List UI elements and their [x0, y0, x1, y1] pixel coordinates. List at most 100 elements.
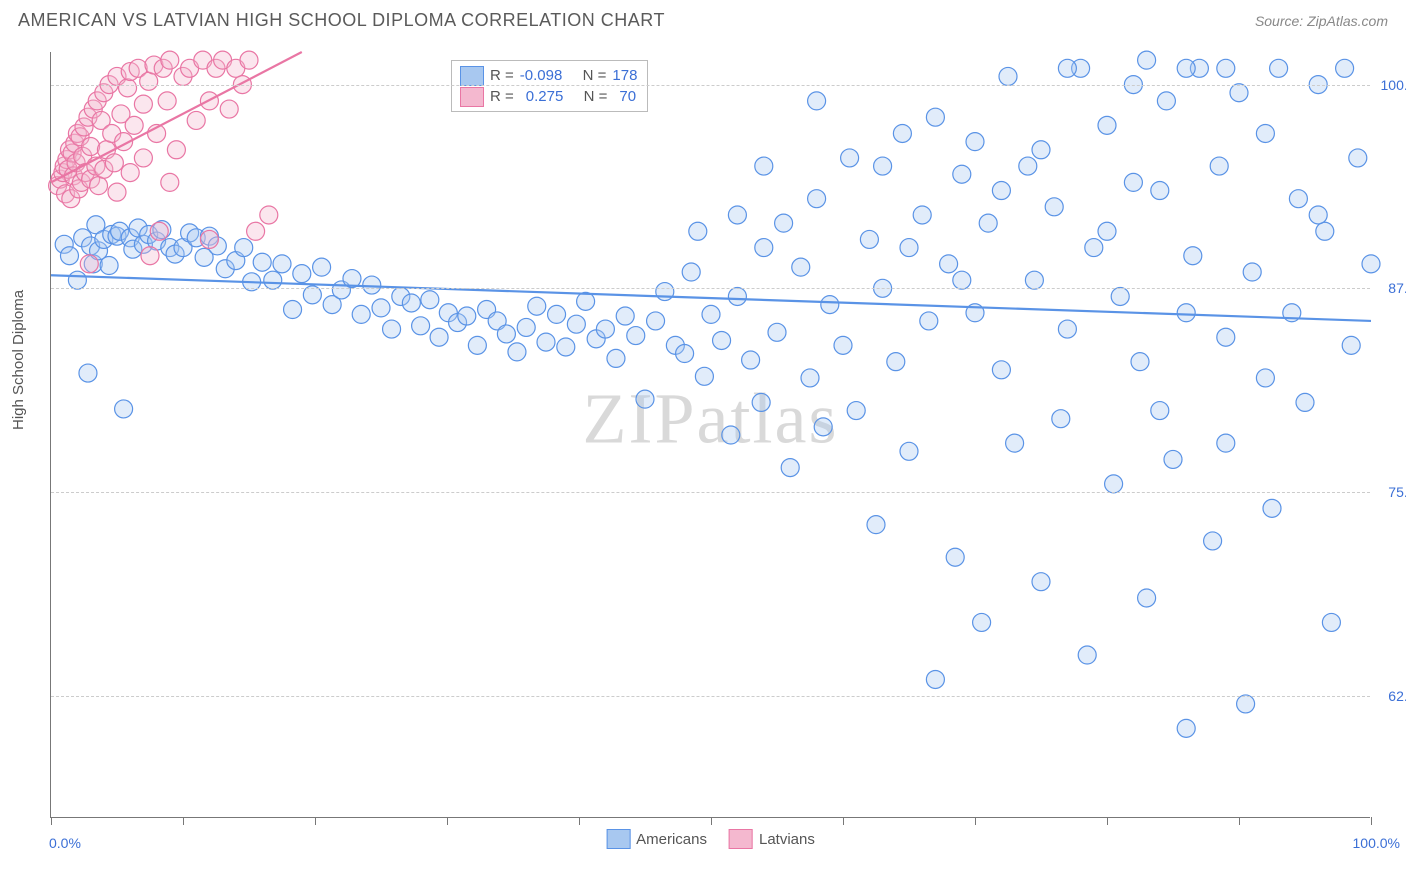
data-point: [992, 182, 1010, 200]
data-point: [1131, 353, 1149, 371]
data-point: [79, 364, 97, 382]
xtick: [447, 817, 448, 825]
n-label: N =: [584, 86, 608, 107]
xtick: [51, 817, 52, 825]
data-point: [616, 307, 634, 325]
data-point: [412, 317, 430, 335]
xtick: [183, 817, 184, 825]
data-point: [953, 271, 971, 289]
chart-title: AMERICAN VS LATVIAN HIGH SCHOOL DIPLOMA …: [18, 10, 665, 31]
swatch-icon: [606, 829, 630, 849]
data-point: [775, 214, 793, 232]
data-point: [402, 294, 420, 312]
data-point: [841, 149, 859, 167]
data-point: [1058, 59, 1076, 77]
data-point: [752, 393, 770, 411]
data-point: [260, 206, 278, 224]
data-point: [992, 361, 1010, 379]
data-point: [1349, 149, 1367, 167]
data-point: [1217, 434, 1235, 452]
data-point: [940, 255, 958, 273]
data-point: [421, 291, 439, 309]
legend-row-americans: R = -0.098 N = 178: [460, 65, 637, 86]
data-point: [1138, 589, 1156, 607]
data-point: [627, 327, 645, 345]
data-point: [383, 320, 401, 338]
data-point: [808, 92, 826, 110]
ytick-label: 87.5%: [1388, 280, 1406, 296]
chart-source: Source: ZipAtlas.com: [1255, 13, 1388, 29]
data-point: [1322, 613, 1340, 631]
data-point: [1151, 402, 1169, 420]
data-point: [528, 297, 546, 315]
data-point: [150, 222, 168, 240]
swatch-icon: [460, 66, 484, 86]
gridline: [51, 492, 1370, 493]
data-point: [567, 315, 585, 333]
data-point: [1138, 51, 1156, 69]
data-point: [82, 138, 100, 156]
data-point: [430, 328, 448, 346]
data-point: [161, 173, 179, 191]
legend-item-latvians: Latvians: [729, 829, 815, 849]
data-point: [834, 336, 852, 354]
data-point: [1316, 222, 1334, 240]
data-point: [134, 149, 152, 167]
data-point: [953, 165, 971, 183]
xtick: [1107, 817, 1108, 825]
data-point: [1289, 190, 1307, 208]
data-point: [893, 124, 911, 142]
xtick: [1371, 817, 1372, 825]
gridline: [51, 288, 1370, 289]
swatch-icon: [460, 87, 484, 107]
xtick-label: 100.0%: [1353, 835, 1400, 851]
data-point: [1309, 206, 1327, 224]
data-point: [728, 206, 746, 224]
gridline: [51, 85, 1370, 86]
data-point: [1217, 59, 1235, 77]
data-point: [158, 92, 176, 110]
data-point: [273, 255, 291, 273]
data-point: [108, 183, 126, 201]
data-point: [596, 320, 614, 338]
data-point: [235, 239, 253, 257]
data-point: [372, 299, 390, 317]
data-point: [1078, 646, 1096, 664]
data-point: [1032, 141, 1050, 159]
data-point: [1157, 92, 1175, 110]
data-point: [105, 154, 123, 172]
data-point: [1362, 255, 1380, 273]
n-value-latvians: 70: [613, 86, 636, 107]
data-point: [920, 312, 938, 330]
legend-row-latvians: R = 0.275 N = 70: [460, 86, 637, 107]
data-point: [792, 258, 810, 276]
data-point: [946, 548, 964, 566]
data-point: [647, 312, 665, 330]
data-point: [121, 164, 139, 182]
xtick: [1239, 817, 1240, 825]
data-point: [1256, 124, 1274, 142]
data-point: [1177, 304, 1195, 322]
r-value-latvians: 0.275: [520, 86, 564, 107]
data-point: [508, 343, 526, 361]
data-point: [682, 263, 700, 281]
xtick-label: 0.0%: [49, 835, 81, 851]
xtick: [711, 817, 712, 825]
data-point: [900, 239, 918, 257]
data-point: [900, 442, 918, 460]
data-point: [808, 190, 826, 208]
data-point: [80, 255, 98, 273]
data-point: [722, 426, 740, 444]
xtick: [315, 817, 316, 825]
data-point: [1098, 116, 1116, 134]
data-point: [1045, 198, 1063, 216]
data-point: [689, 222, 707, 240]
data-point: [497, 325, 515, 343]
data-point: [1336, 59, 1354, 77]
legend-label: Latvians: [759, 831, 815, 848]
data-point: [1296, 393, 1314, 411]
data-point: [999, 67, 1017, 85]
data-point: [537, 333, 555, 351]
data-point: [68, 271, 86, 289]
plot-area: ZIPatlas R = -0.098 N = 178 R = 0.275 N …: [50, 52, 1370, 818]
